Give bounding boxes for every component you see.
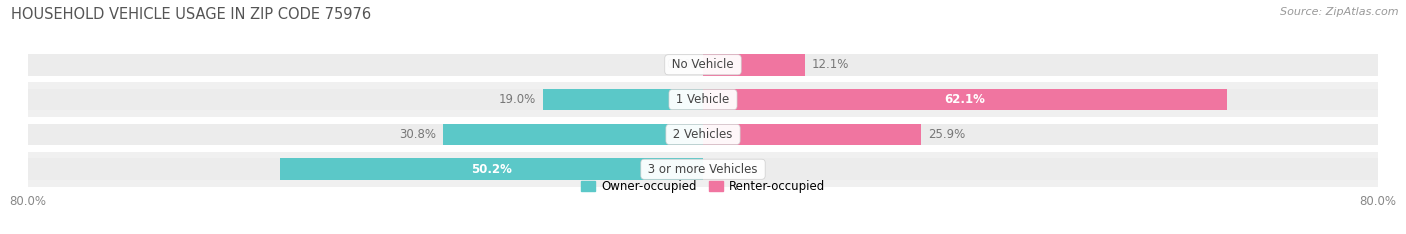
Bar — [28, 54, 1378, 76]
Text: HOUSEHOLD VEHICLE USAGE IN ZIP CODE 75976: HOUSEHOLD VEHICLE USAGE IN ZIP CODE 7597… — [11, 7, 371, 22]
Bar — [28, 89, 1378, 110]
Text: 12.1%: 12.1% — [811, 58, 849, 71]
Legend: Owner-occupied, Renter-occupied: Owner-occupied, Renter-occupied — [576, 176, 830, 198]
Bar — [28, 89, 1378, 110]
Bar — [28, 124, 1378, 145]
Text: 19.0%: 19.0% — [499, 93, 536, 106]
Bar — [28, 54, 1378, 76]
Text: Source: ZipAtlas.com: Source: ZipAtlas.com — [1281, 7, 1399, 17]
Bar — [28, 158, 1378, 180]
Bar — [543, 89, 703, 110]
Text: 25.9%: 25.9% — [928, 128, 966, 141]
Text: 2 Vehicles: 2 Vehicles — [669, 128, 737, 141]
Text: 62.1%: 62.1% — [945, 93, 986, 106]
Text: 0.0%: 0.0% — [710, 163, 740, 176]
Bar — [443, 124, 703, 145]
Bar — [28, 47, 1378, 82]
Bar — [28, 82, 1378, 117]
Bar — [703, 54, 806, 76]
Text: 3 or more Vehicles: 3 or more Vehicles — [644, 163, 762, 176]
Text: No Vehicle: No Vehicle — [668, 58, 738, 71]
Text: 30.8%: 30.8% — [399, 128, 436, 141]
Bar — [28, 152, 1378, 187]
Text: 1 Vehicle: 1 Vehicle — [672, 93, 734, 106]
Text: 0.0%: 0.0% — [666, 58, 696, 71]
Bar — [28, 117, 1378, 152]
Bar — [28, 124, 1378, 145]
Bar — [280, 158, 703, 180]
Bar — [28, 158, 1378, 180]
Bar — [703, 124, 921, 145]
Text: 50.2%: 50.2% — [471, 163, 512, 176]
Bar — [703, 89, 1227, 110]
